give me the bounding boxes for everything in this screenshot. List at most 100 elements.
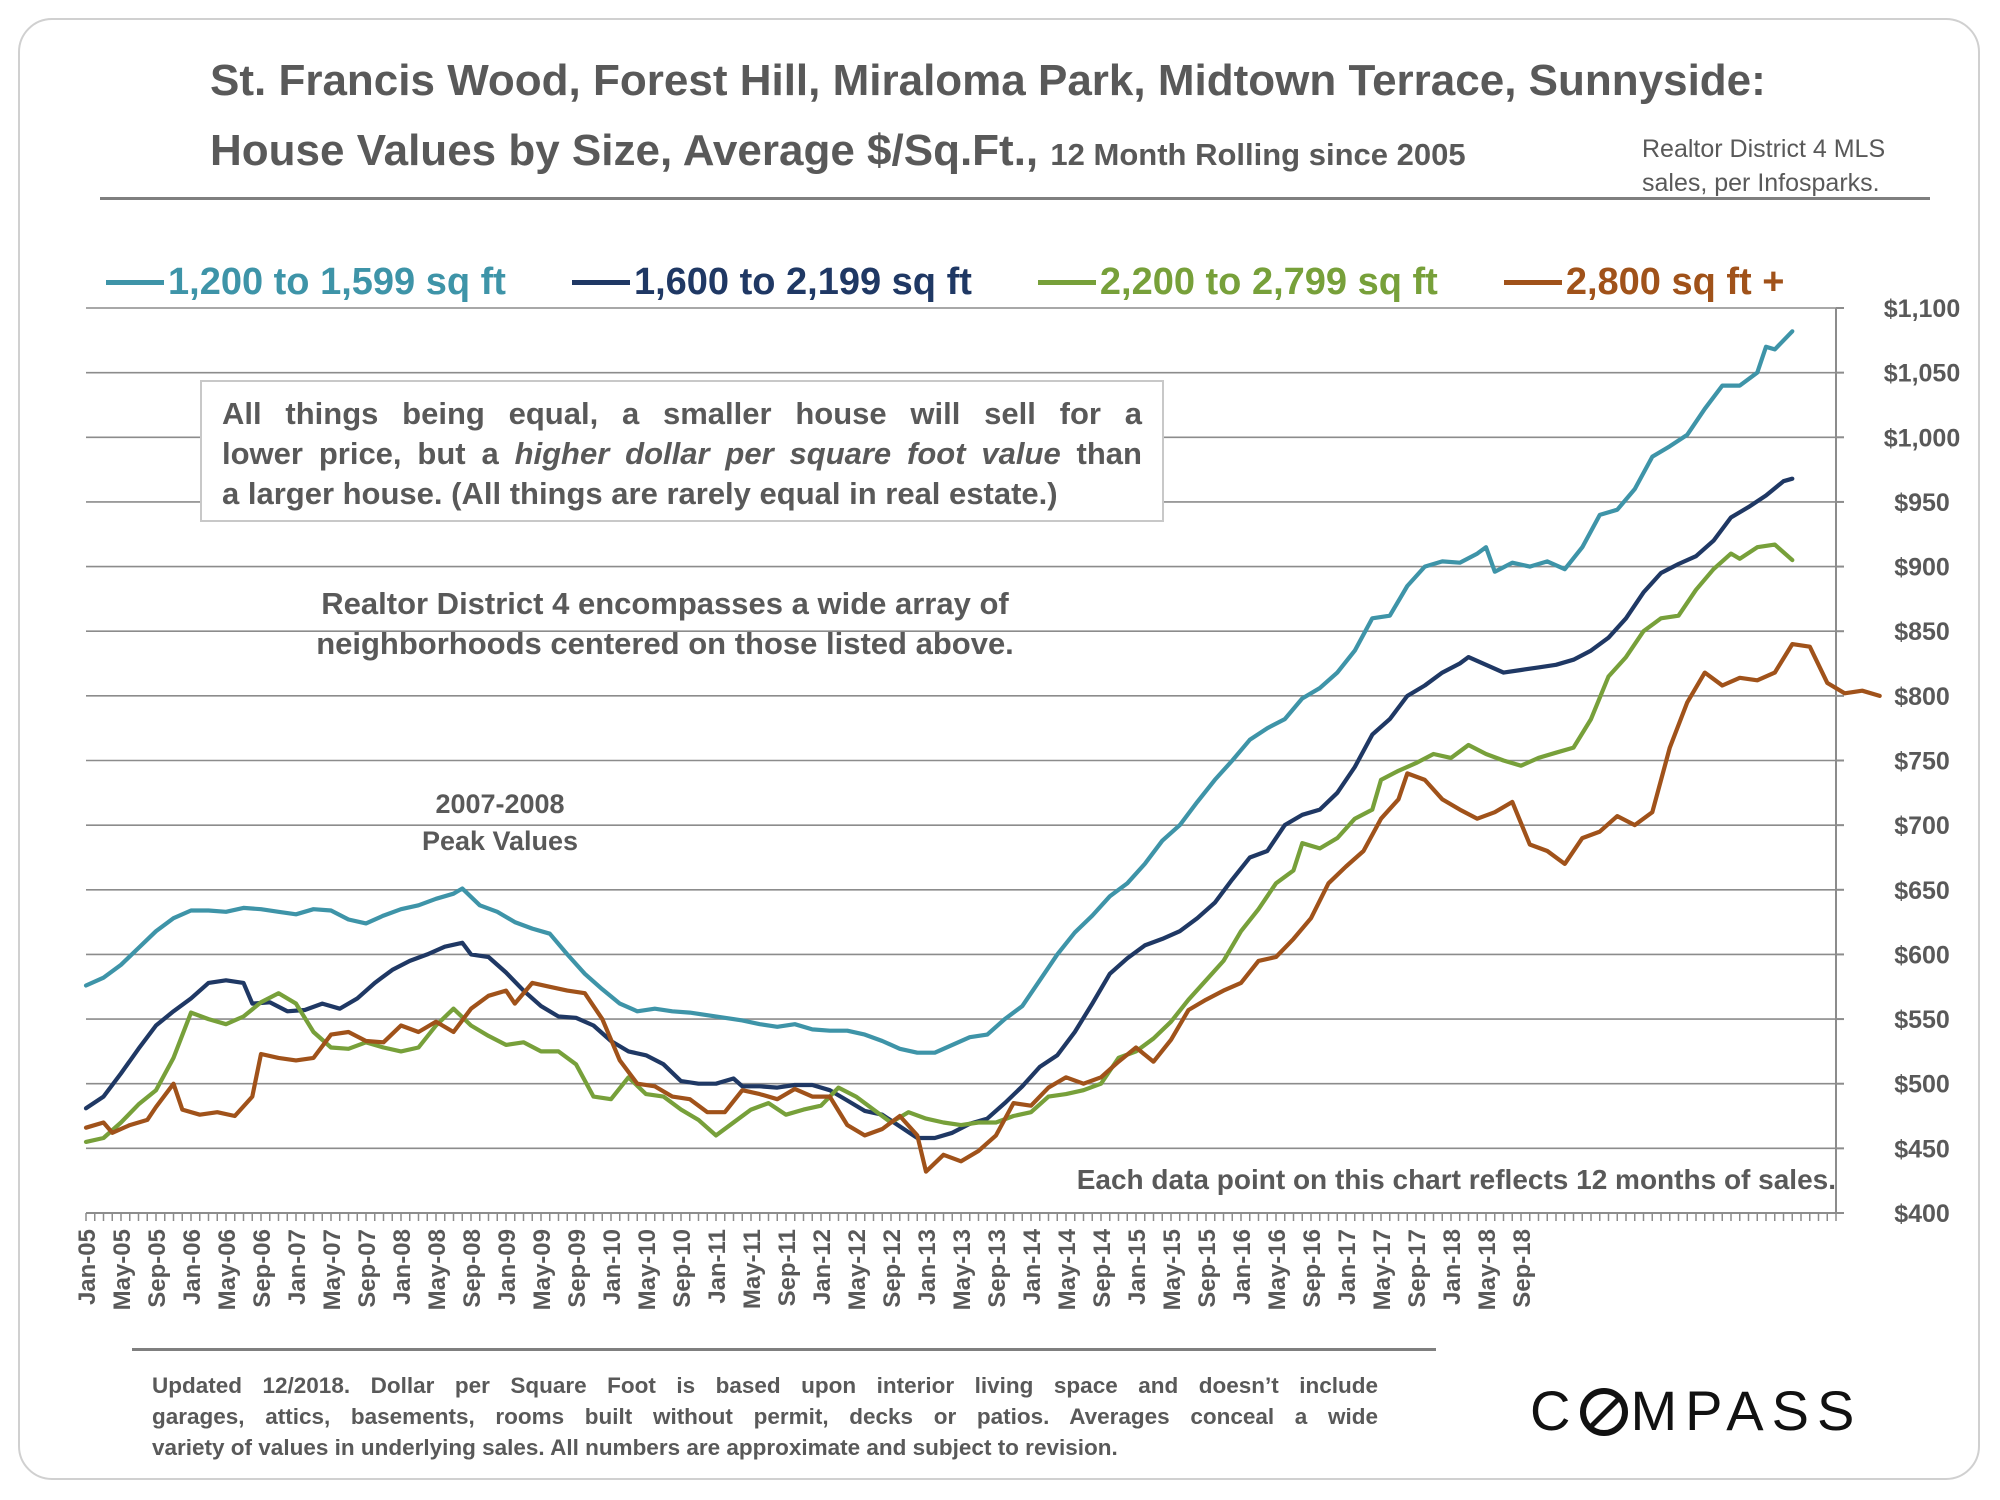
x-tick-label: Jan-13	[914, 1229, 941, 1305]
series-line-2	[83, 476, 1795, 1141]
annotation-emphasis: higher dollar per square foot value	[514, 436, 1061, 471]
x-tick-label: Sep-17	[1404, 1229, 1431, 1308]
compass-o-icon	[1580, 1388, 1629, 1436]
x-tick-label: May-11	[739, 1229, 766, 1309]
y-tick-label: $400	[1894, 1200, 1950, 1228]
x-tick-label: Jan-07	[284, 1229, 311, 1305]
legend-item-3: 2,200 to 2,799 sq ft	[1037, 261, 1438, 304]
y-tick-label: $700	[1894, 812, 1950, 840]
source-line1: Realtor District 4 MLS	[1642, 135, 1886, 163]
x-tick-label: May-10	[634, 1229, 661, 1310]
x-tick-label: May-08	[424, 1229, 451, 1310]
y-tick-label: $550	[1894, 1006, 1950, 1034]
footer-divider	[132, 1348, 1436, 1351]
compass-logo: C MPASS	[1530, 1378, 1862, 1443]
district-note-line2: neighborhoods centered on those listed a…	[316, 626, 1014, 661]
annotation-line3: a larger house. (All things are rarely e…	[222, 476, 1058, 511]
legend-label: 1,600 to 2,199 sq ft	[633, 261, 972, 303]
footnote-line2: garages, attics, basements, rooms built …	[152, 1404, 1378, 1429]
x-tick-label: Sep-09	[564, 1229, 591, 1308]
x-tick-label: Jan-16	[1229, 1229, 1256, 1305]
chart-title-main: House Values by Size, Average $/Sq.Ft.,	[210, 126, 1039, 175]
district-note-line1: Realtor District 4 encompasses a wide ar…	[321, 586, 1009, 621]
legend-label: 1,200 to 1,599 sq ft	[168, 261, 506, 303]
source-line2: sales, per Infosparks.	[1642, 169, 1880, 197]
chart-title-subtitle: 12 Month Rolling since 2005	[1050, 137, 1466, 172]
y-tick-label: $500	[1894, 1071, 1950, 1099]
x-tick-label: Jan-14	[1019, 1228, 1046, 1305]
peak-values-line2: Peak Values	[421, 826, 579, 856]
x-tick-label: Jan-10	[599, 1229, 626, 1305]
x-tick-label: May-05	[109, 1229, 136, 1310]
x-tick-label: Sep-05	[144, 1229, 171, 1308]
legend-swatch	[106, 280, 164, 285]
y-tick-label: $1,050	[1884, 360, 1960, 388]
x-tick-label: May-13	[949, 1229, 976, 1310]
legend-item-1: 1,200 to 1,599 sq ft	[106, 261, 506, 304]
x-tick-label: Sep-14	[1089, 1228, 1116, 1307]
x-tick-label: Sep-12	[879, 1229, 906, 1308]
x-tick-label: Sep-07	[354, 1229, 381, 1308]
series-line-1	[83, 329, 1795, 1055]
y-tick-label: $750	[1894, 748, 1950, 776]
x-tick-label: May-14	[1054, 1228, 1081, 1310]
x-tick-label: Sep-15	[1194, 1229, 1221, 1308]
x-tick-label: Sep-13	[984, 1229, 1011, 1308]
chart-frame	[18, 18, 1980, 1480]
legend-swatch	[1503, 280, 1562, 285]
annotation-line2-start: lower price, but a	[222, 436, 515, 471]
x-tick-label: Jan-06	[179, 1229, 206, 1305]
legend-swatch	[571, 280, 630, 285]
series-line-3	[83, 542, 1795, 1145]
y-tick-label: $850	[1894, 618, 1950, 646]
chart-title-line2: House Values by Size, Average $/Sq.Ft., …	[210, 126, 1466, 176]
annotation-box: All things being equal, a smaller house …	[200, 380, 1164, 522]
legend-item-2: 1,600 to 2,199 sq ft	[571, 261, 972, 304]
x-tick-label: Jan-05	[74, 1229, 101, 1305]
logo-text-start: C	[1530, 1379, 1579, 1442]
x-tick-label: Sep-16	[1299, 1229, 1326, 1308]
x-tick-label: Sep-08	[459, 1229, 486, 1308]
annotation-line1: All things being equal, a smaller house …	[222, 396, 1142, 431]
legend-label: 2,200 to 2,799 sq ft	[1099, 261, 1438, 303]
y-tick-label: $650	[1894, 877, 1950, 905]
chart-title-line1: St. Francis Wood, Forest Hill, Miraloma …	[210, 56, 1766, 105]
header-divider	[100, 197, 1930, 200]
y-tick-label: $1,000	[1884, 424, 1960, 452]
y-tick-label: $900	[1894, 554, 1950, 582]
x-tick-label: Jan-15	[1124, 1229, 1151, 1305]
x-tick-label: May-17	[1369, 1229, 1396, 1310]
data-point-note: Each data point on this chart reflects 1…	[1076, 1164, 1836, 1195]
footnote: Updated 12/2018. Dollar per Square Foot …	[152, 1370, 1378, 1463]
y-tick-label: $450	[1894, 1135, 1950, 1163]
x-tick-label: May-15	[1159, 1229, 1186, 1310]
footnote-line3: variety of values in underlying sales. A…	[152, 1435, 1118, 1460]
x-tick-label: Sep-18	[1509, 1229, 1536, 1308]
x-tick-label: Jan-11	[704, 1229, 731, 1304]
legend-swatch	[1037, 280, 1096, 285]
y-tick-label: $800	[1894, 683, 1950, 711]
chart-legend: 1,200 to 1,599 sq ft 1,600 to 2,199 sq ft…	[106, 252, 1784, 304]
x-tick-label: Jan-08	[389, 1229, 416, 1305]
legend-item-4: 2,800 sq ft +	[1503, 261, 1785, 304]
x-tick-label: May-06	[214, 1229, 241, 1310]
x-tick-label: Jan-09	[494, 1229, 521, 1305]
source-note: Realtor District 4 MLS sales, per Infosp…	[1642, 132, 1885, 200]
x-tick-label: Sep-11	[774, 1229, 801, 1306]
y-tick-label: $950	[1894, 489, 1950, 517]
x-tick-label: Sep-06	[249, 1229, 276, 1308]
x-tick-label: Jan-18	[1439, 1229, 1466, 1305]
peak-values-line1: 2007-2008	[435, 789, 565, 819]
series-line-4	[83, 641, 1882, 1174]
x-tick-label: May-07	[319, 1229, 346, 1310]
annotation-line2-end: than	[1060, 436, 1142, 471]
y-tick-label: $600	[1894, 941, 1950, 969]
x-tick-label: Jan-17	[1334, 1229, 1361, 1305]
footnote-line1: Updated 12/2018. Dollar per Square Foot …	[152, 1373, 1378, 1398]
logo-text-end: MPASS	[1630, 1379, 1863, 1442]
annotation-line2: lower price, but a higher dollar per squ…	[222, 434, 1142, 474]
x-tick-label: Jan-12	[809, 1229, 836, 1305]
x-tick-label: May-16	[1264, 1229, 1291, 1310]
legend-label: 2,800 sq ft +	[1565, 261, 1785, 303]
